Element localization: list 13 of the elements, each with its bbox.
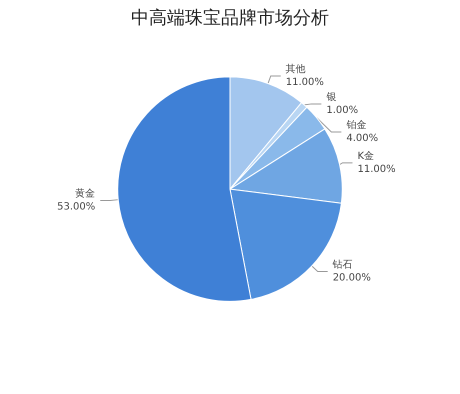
slice-label: 钻石 [332,259,353,270]
data-label: 4.00% [346,132,378,144]
data-label: 11.00% [286,76,324,88]
data-label: 11.00% [357,164,396,175]
data-label: 53.00% [57,201,96,212]
slice-label: 黄金 [75,187,96,200]
slice-label: 铂金 [345,118,366,131]
slice-label: K金 [357,150,374,162]
data-label: 1.00% [326,104,358,116]
slice-label: 其他 [286,62,306,75]
chart-title: 中高端珠宝品牌市场分析 [131,8,329,28]
data-label: 20.00% [332,272,371,284]
slice-label: 银 [325,92,336,103]
